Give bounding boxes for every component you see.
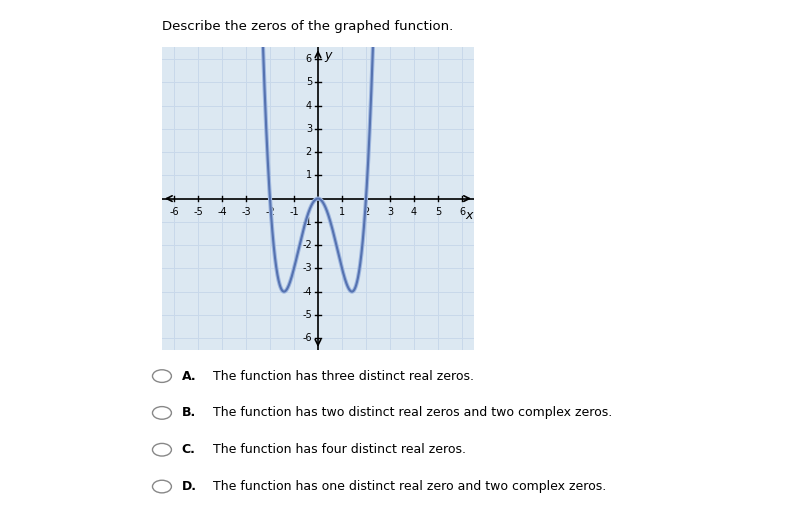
Text: -1: -1 [303,217,312,227]
Text: 2: 2 [306,147,312,157]
Text: -5: -5 [193,207,203,217]
Text: C.: C. [182,443,196,456]
Text: 2: 2 [363,207,369,217]
Text: -5: -5 [303,310,312,320]
Text: 1: 1 [339,207,345,217]
Text: A.: A. [182,370,197,382]
Text: -1: -1 [289,207,299,217]
Text: 6: 6 [459,207,465,217]
Text: 4: 4 [306,100,312,110]
Text: 1: 1 [306,170,312,180]
Text: x: x [465,209,472,222]
Text: The function has one distinct real zero and two complex zeros.: The function has one distinct real zero … [213,480,607,493]
Text: -3: -3 [303,264,312,274]
Text: 5: 5 [435,207,441,217]
Text: -2: -2 [265,207,275,217]
Text: 6: 6 [306,54,312,64]
Text: The function has three distinct real zeros.: The function has three distinct real zer… [213,370,474,382]
Text: y: y [324,48,331,62]
Text: Next: Next [604,495,641,509]
Text: -4: -4 [217,207,227,217]
Text: The function has two distinct real zeros and two complex zeros.: The function has two distinct real zeros… [213,407,612,419]
Text: Describe the zeros of the graphed function.: Describe the zeros of the graphed functi… [162,20,453,33]
Text: -3: -3 [241,207,250,217]
Text: 3: 3 [306,124,312,134]
Text: -4: -4 [303,287,312,297]
Text: -2: -2 [303,240,312,250]
Text: 3: 3 [387,207,393,217]
Text: 4: 4 [411,207,417,217]
Text: B.: B. [182,407,196,419]
Text: -6: -6 [303,333,312,343]
Text: The function has four distinct real zeros.: The function has four distinct real zero… [213,443,466,456]
Text: -6: -6 [169,207,179,217]
Text: Reset: Reset [473,495,518,509]
Text: D.: D. [182,480,197,493]
Text: 5: 5 [306,77,312,87]
